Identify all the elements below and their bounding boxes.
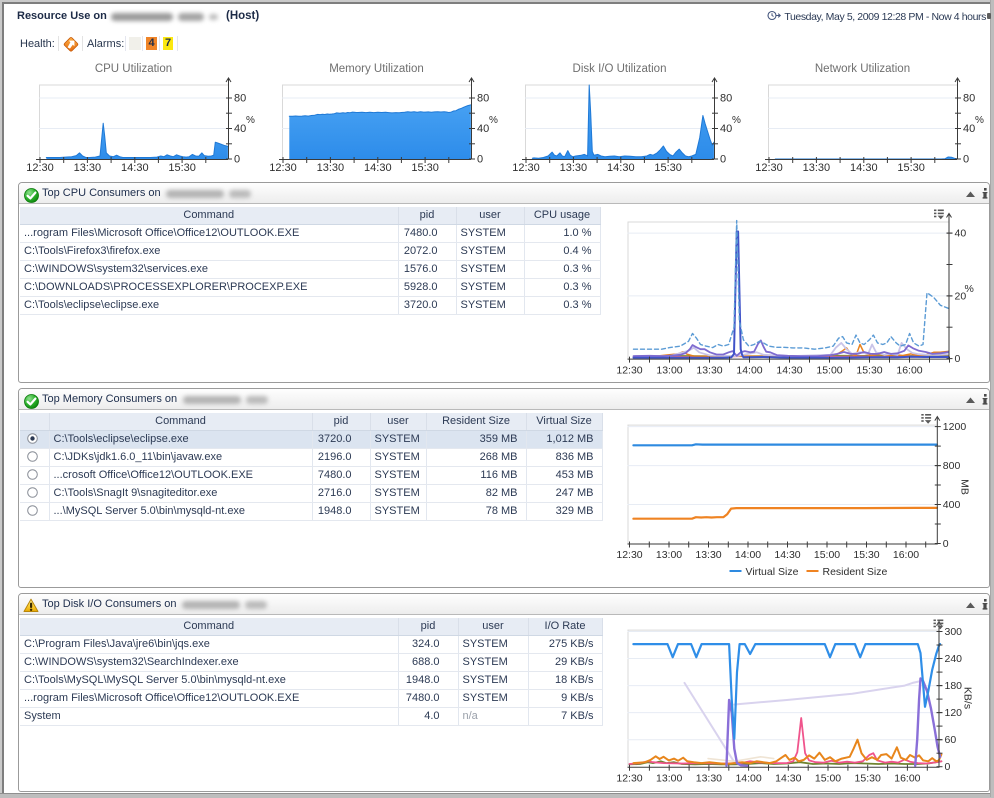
- svg-text:15:30: 15:30: [855, 773, 881, 785]
- svg-text:120: 120: [945, 707, 963, 719]
- svg-text:15:00: 15:00: [814, 549, 840, 561]
- svg-text:15:00: 15:00: [815, 773, 841, 785]
- svg-text:80: 80: [963, 93, 975, 105]
- svg-text:20: 20: [955, 290, 967, 302]
- svg-text:80: 80: [477, 93, 489, 105]
- svg-text:40: 40: [234, 123, 246, 135]
- svg-text:80: 80: [234, 93, 246, 105]
- svg-text:13:30: 13:30: [803, 162, 831, 174]
- svg-text:Resident Size: Resident Size: [823, 566, 888, 578]
- svg-text:14:30: 14:30: [850, 162, 878, 174]
- svg-text:40: 40: [955, 228, 967, 240]
- svg-text:40: 40: [963, 123, 975, 135]
- svg-text:60: 60: [945, 734, 957, 746]
- svg-text:0: 0: [234, 154, 240, 166]
- svg-text:180: 180: [945, 680, 963, 692]
- svg-text:15:30: 15:30: [411, 162, 439, 174]
- svg-text:13:30: 13:30: [317, 162, 345, 174]
- svg-text:13:30: 13:30: [695, 549, 721, 561]
- svg-text:12:30: 12:30: [616, 365, 642, 377]
- svg-text:15:30: 15:30: [168, 162, 196, 174]
- svg-text:12:30: 12:30: [269, 162, 297, 174]
- svg-text:15:30: 15:30: [897, 162, 925, 174]
- svg-text:0: 0: [955, 353, 961, 365]
- svg-text:14:00: 14:00: [735, 549, 761, 561]
- svg-text:%: %: [965, 283, 974, 295]
- svg-text:15:30: 15:30: [856, 365, 882, 377]
- svg-text:14:00: 14:00: [736, 365, 762, 377]
- svg-text:KB/s: KB/s: [962, 687, 974, 709]
- svg-text:12:30: 12:30: [755, 162, 783, 174]
- svg-text:80: 80: [720, 93, 732, 105]
- svg-text:16:00: 16:00: [896, 365, 922, 377]
- svg-text:14:30: 14:30: [607, 162, 635, 174]
- svg-text:800: 800: [943, 460, 961, 472]
- svg-text:12:30: 12:30: [26, 162, 54, 174]
- svg-text:12:30: 12:30: [616, 549, 642, 561]
- svg-text:13:30: 13:30: [74, 162, 102, 174]
- svg-text:Virtual Size: Virtual Size: [746, 566, 799, 578]
- svg-text:14:30: 14:30: [364, 162, 392, 174]
- svg-text:15:00: 15:00: [816, 365, 842, 377]
- svg-text:14:30: 14:30: [776, 365, 802, 377]
- svg-text:14:30: 14:30: [121, 162, 149, 174]
- svg-text:13:30: 13:30: [696, 365, 722, 377]
- svg-text:0: 0: [943, 538, 949, 550]
- svg-text:300: 300: [945, 626, 963, 638]
- svg-text:14:30: 14:30: [774, 549, 800, 561]
- svg-text:13:30: 13:30: [696, 773, 722, 785]
- svg-text:13:00: 13:00: [656, 365, 682, 377]
- svg-text:15:30: 15:30: [853, 549, 879, 561]
- svg-text:%: %: [975, 115, 984, 126]
- svg-text:12:30: 12:30: [616, 773, 642, 785]
- svg-text:1200: 1200: [943, 421, 967, 433]
- svg-text:12:30: 12:30: [512, 162, 540, 174]
- svg-text:%: %: [732, 115, 741, 126]
- svg-text:400: 400: [943, 499, 961, 511]
- svg-text:13:00: 13:00: [656, 773, 682, 785]
- svg-text:240: 240: [945, 653, 963, 665]
- svg-text:14:30: 14:30: [775, 773, 801, 785]
- svg-text:16:00: 16:00: [893, 549, 919, 561]
- svg-text:%: %: [246, 115, 255, 126]
- svg-text:0: 0: [720, 154, 726, 166]
- svg-text:0: 0: [963, 154, 969, 166]
- svg-text:0: 0: [477, 154, 483, 166]
- svg-text:15:30: 15:30: [654, 162, 682, 174]
- svg-text:MB: MB: [959, 479, 971, 495]
- svg-text:40: 40: [477, 123, 489, 135]
- svg-text:13:00: 13:00: [656, 549, 682, 561]
- svg-text:14:00: 14:00: [735, 773, 761, 785]
- svg-text:0: 0: [945, 761, 951, 773]
- svg-text:13:30: 13:30: [560, 162, 588, 174]
- svg-text:%: %: [489, 115, 498, 126]
- svg-text:16:00: 16:00: [894, 773, 920, 785]
- svg-text:40: 40: [720, 123, 732, 135]
